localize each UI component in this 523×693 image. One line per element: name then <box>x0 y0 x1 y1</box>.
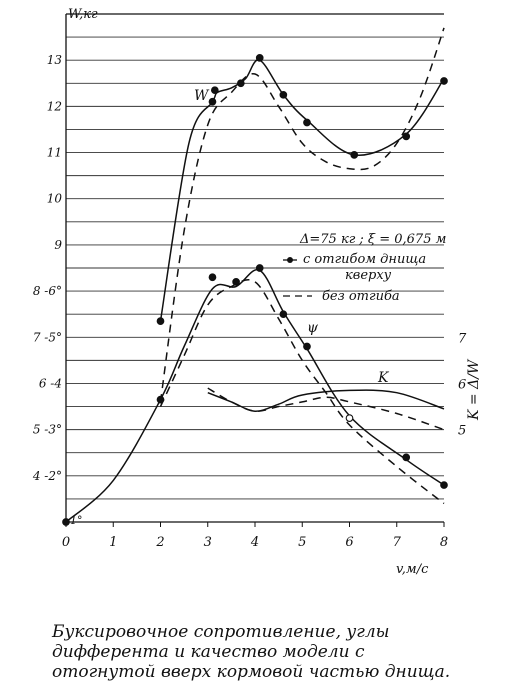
x-tick-label: 5 <box>298 535 306 550</box>
markers <box>62 54 448 526</box>
data-point <box>62 518 70 526</box>
y-tick-label-left: 5 -3° <box>33 423 62 437</box>
y-tick-label-left: 8 -6° <box>33 284 62 298</box>
curve-label-k: K <box>377 370 390 386</box>
x-tick-label: 0 <box>62 535 70 550</box>
data-point <box>303 118 311 127</box>
data-point <box>345 414 354 422</box>
y-tick-label-left: 11 <box>47 146 62 160</box>
data-point <box>156 395 165 404</box>
data-point <box>402 132 411 141</box>
y-tick-label-origin: 1° <box>70 514 83 527</box>
data-point <box>440 481 448 489</box>
data-point <box>232 278 240 286</box>
x-tick-label: 8 <box>440 535 448 550</box>
series-psi-solid <box>65 268 445 523</box>
y-axis-label-left: W,кг <box>68 7 98 22</box>
labels: 0 1 2 3 4 5 6 7 84 -2°5 -3°6 -47 -5°8 -6°9101112… <box>32 53 467 550</box>
y-tick-label-left: 9 <box>54 238 62 252</box>
chart: 0 1 2 3 4 5 6 7 84 -2°5 -3°6 -47 -5°8 -6°9101112… <box>32 7 482 577</box>
y-tick-label-right: 7 <box>458 331 467 346</box>
data-point <box>279 90 288 99</box>
legend-solid-text: с отгибом днища <box>303 252 426 267</box>
data-point <box>210 86 219 95</box>
y-tick-label-left: 6 -4 <box>39 376 62 390</box>
curve-label-psi: ψ <box>307 320 319 336</box>
x-tick-label: 4 <box>250 535 259 550</box>
y-tick-label-right: 6 <box>458 377 466 392</box>
data-point <box>208 273 217 282</box>
x-axis-label: v,м/с <box>396 562 429 577</box>
x-tick-label: 6 <box>345 535 353 550</box>
x-tick-label: 2 <box>155 535 164 550</box>
axes <box>65 13 445 527</box>
data-point <box>350 151 359 159</box>
x-tick-label: 3 <box>204 535 212 550</box>
series-psi-dashed <box>159 279 445 505</box>
data-point <box>255 54 264 62</box>
legend-condition: Δ=75 кг ; ξ = 0,675 м <box>299 232 446 247</box>
series-k-dashed <box>207 387 445 431</box>
y-tick-label-left: 12 <box>47 99 62 113</box>
data-point <box>279 310 288 319</box>
data-point <box>255 264 264 272</box>
data-point <box>402 453 411 462</box>
data-point <box>208 97 217 106</box>
y-tick-label-left: 10 <box>47 192 63 206</box>
series-w-dashed <box>159 27 445 403</box>
y-tick-label-left: 7 -5° <box>33 330 62 344</box>
data-point <box>156 317 165 325</box>
legend-dashed-text: без отгиба <box>322 289 400 304</box>
y-tick-label-right: 5 <box>458 424 466 439</box>
figure-caption: Буксировочное сопротивление, углы диффер… <box>52 622 451 682</box>
legend-solid-text-2: кверху <box>345 268 392 283</box>
x-tick-label: 7 <box>393 535 402 550</box>
data-point <box>440 77 448 85</box>
x-tick-label: 1 <box>109 535 117 550</box>
y-tick-label-left: 13 <box>47 53 63 67</box>
data-point <box>303 342 311 351</box>
y-tick-label-left: 4 -2° <box>32 469 62 483</box>
curves <box>65 27 445 523</box>
y-axis-label-right: K = Δ/W <box>466 358 482 421</box>
data-point <box>236 79 245 88</box>
curve-label-w: W <box>194 88 210 104</box>
